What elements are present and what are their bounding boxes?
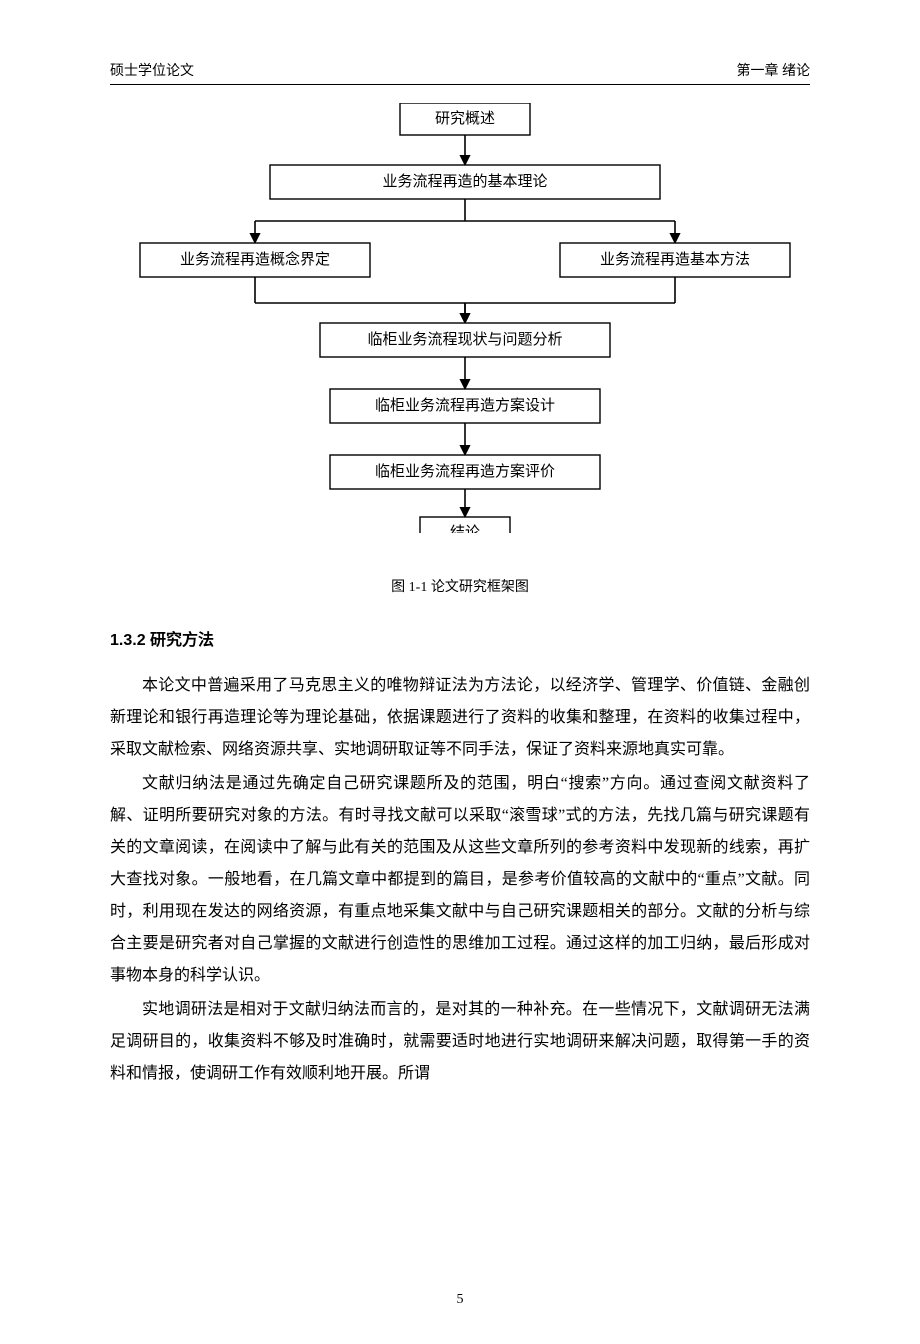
flowchart-node-label: 研究概述 — [435, 110, 495, 127]
paragraph: 实地调研法是相对于文献归纳法而言的，是对其的一种补充。在一些情况下，文献调研无法… — [110, 994, 810, 1090]
flowchart-node-label: 临柜业务流程再造方案设计 — [375, 396, 555, 414]
page-number: 5 — [0, 1292, 920, 1308]
flowchart-node-label: 业务流程再造的基本理论 — [382, 173, 547, 190]
section-heading: 1.3.2 研究方法 — [110, 626, 810, 650]
header-left: 硕士学位论文 — [110, 60, 194, 80]
flowchart-node-label: 临柜业务流程现状与问题分析 — [367, 331, 562, 348]
paragraph: 文献归纳法是通过先确定自己研究课题所及的范围，明白“搜索”方向。通过查阅文献资料… — [110, 768, 810, 992]
page: 硕士学位论文 第一章 绪论 研究概述业务流程再造的基本理论业务流程再造概念界定 业… — [0, 0, 920, 1344]
flowchart-node-label: 业务流程再造概念界定 — [180, 250, 330, 268]
page-header: 硕士学位论文 第一章 绪论 — [110, 60, 810, 85]
flowchart-node-label: 业务流程再造基本方法 — [600, 251, 750, 268]
figure-caption: 图 1-1 论文研究框架图 — [110, 576, 810, 596]
flowchart-container: 研究概述业务流程再造的基本理论业务流程再造概念界定 业务流程再造基本方法临柜业务流… — [110, 103, 810, 538]
body-text: 本论文中普遍采用了马克思主义的唯物辩证法为方法论，以经济学、管理学、价值链、金融… — [110, 670, 810, 1090]
research-framework-flowchart: 研究概述业务流程再造的基本理论业务流程再造概念界定 业务流程再造基本方法临柜业务流… — [110, 103, 810, 533]
flowchart-node-label: 结论 — [450, 524, 480, 533]
paragraph: 本论文中普遍采用了马克思主义的唯物辩证法为方法论，以经济学、管理学、价值链、金融… — [110, 670, 810, 766]
flowchart-node-label: 临柜业务流程再造方案评价 — [375, 462, 555, 480]
header-right: 第一章 绪论 — [737, 60, 811, 80]
